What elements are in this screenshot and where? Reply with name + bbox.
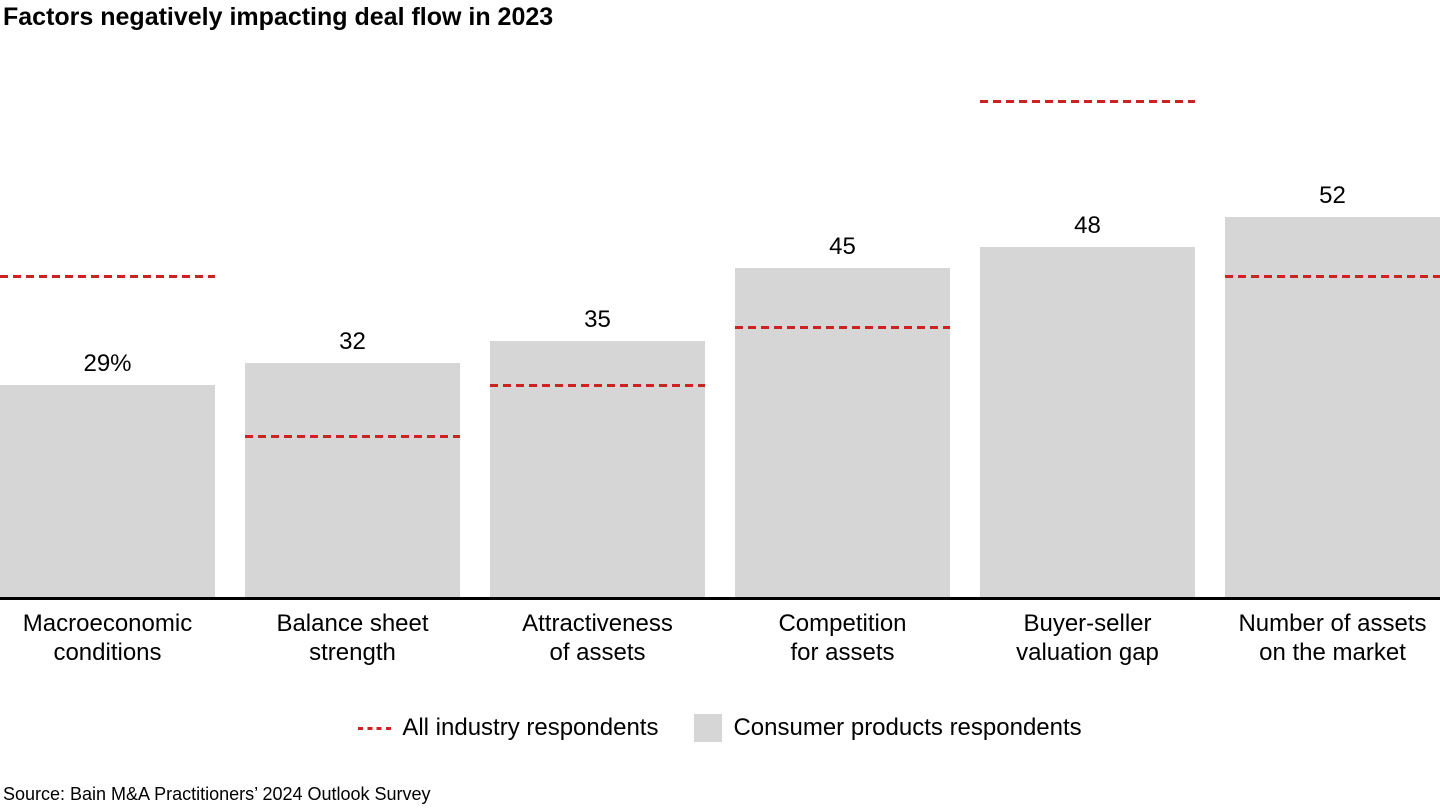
- x-axis-line: [0, 597, 1440, 600]
- bar-value-label: 35: [584, 306, 611, 333]
- category-label: Competition for assets: [778, 610, 907, 666]
- source-note: Source: Bain M&A Practitioners’ 2024 Out…: [3, 784, 431, 804]
- all-industry-dashed-line: [490, 384, 705, 387]
- red-dashed-line-swatch-icon: [358, 726, 392, 730]
- all-industry-dashed-line: [735, 326, 950, 329]
- bar-consumer-products: [490, 341, 705, 597]
- legend-item-consumer-products: Consumer products respondents: [694, 714, 1082, 742]
- legend: All industry respondents Consumer produc…: [0, 712, 1440, 744]
- category-label: Buyer-seller valuation gap: [1016, 610, 1159, 666]
- bar-consumer-products: [1225, 217, 1440, 597]
- bar-value-label: 29%: [83, 350, 132, 377]
- bar-consumer-products: [980, 247, 1195, 597]
- all-industry-dashed-line: [245, 435, 460, 438]
- bar-value-label: 45: [829, 233, 856, 260]
- bar-value-label: 32: [339, 328, 366, 355]
- bar-value-label: 52: [1319, 182, 1346, 209]
- chart-title: Factors negatively impacting deal flow i…: [3, 3, 554, 31]
- gray-box-swatch-icon: [694, 714, 723, 742]
- bar-consumer-products: [0, 385, 215, 597]
- bar-consumer-products: [735, 268, 950, 597]
- bar-consumer-products: [245, 363, 460, 597]
- bar-value-label: 48: [1074, 212, 1101, 239]
- category-label: Number of assets on the market: [1238, 610, 1427, 666]
- all-industry-dashed-line: [1225, 275, 1440, 278]
- all-industry-dashed-line: [0, 275, 215, 278]
- legend-label-all-industry: All industry respondents: [402, 714, 659, 741]
- category-label: Attractiveness of assets: [522, 610, 673, 666]
- plot-area: 29% 32 35 45 48 52: [0, 100, 1440, 597]
- legend-label-consumer-products: Consumer products respondents: [733, 714, 1082, 741]
- category-label: Balance sheet strength: [276, 610, 429, 666]
- legend-item-all-industry: All industry respondents: [358, 714, 658, 742]
- category-label: Macroeconomic conditions: [22, 610, 193, 666]
- all-industry-dashed-line: [980, 100, 1195, 103]
